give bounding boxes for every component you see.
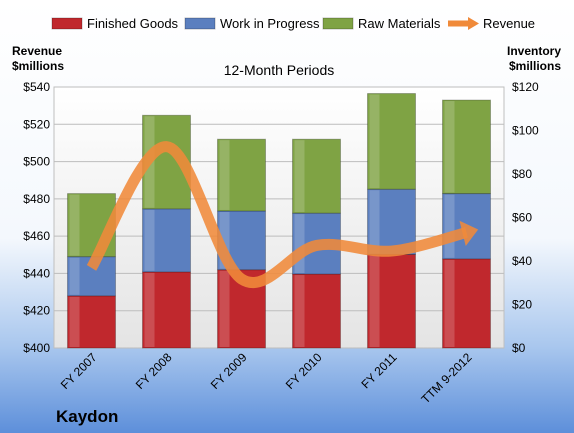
left-tick-label: $420 — [23, 304, 50, 318]
right-tick-label: $120 — [512, 80, 539, 94]
legend-swatch-work-in-progress — [184, 17, 216, 30]
bar-highlight — [444, 101, 455, 193]
plot-area — [53, 86, 505, 349]
company-name: Kaydon — [56, 407, 118, 426]
bar-highlight — [294, 140, 305, 213]
bar-raw-materials — [442, 99, 491, 195]
left-tick-label: $500 — [23, 155, 50, 169]
legend: Finished Goods Work in Progress Raw Materi… — [51, 16, 535, 31]
legend-label-work-in-progress: Work in Progress — [220, 16, 320, 31]
bar-work-in-progress — [217, 210, 266, 271]
bar-highlight — [294, 275, 305, 347]
left-axis-title-line2: $millions — [12, 59, 64, 73]
bar-raw-materials — [367, 93, 416, 190]
right-tick-label: $60 — [512, 211, 532, 225]
left-tick-label: $460 — [23, 229, 50, 243]
bar-raw-materials — [217, 138, 266, 212]
bar-highlight — [69, 194, 80, 256]
right-tick-label: $100 — [512, 124, 539, 138]
right-axis-ticks: $0 $20 $40 $60 $80 $100 $120 — [512, 80, 539, 355]
bar-highlight — [369, 94, 380, 189]
bar-finished-goods — [142, 271, 191, 349]
left-tick-label: $400 — [23, 341, 50, 355]
legend-swatch-raw-materials — [322, 17, 354, 30]
bars — [67, 93, 491, 349]
right-tick-label: $20 — [512, 298, 532, 312]
right-axis-title-line1: Inventory — [507, 44, 561, 58]
bar-finished-goods — [67, 295, 116, 349]
legend-swatch-finished-goods — [51, 17, 83, 30]
revenue-line — [86, 141, 468, 288]
legend-swatch-arrowhead — [468, 17, 479, 30]
revenue-line-group — [86, 141, 479, 288]
bar-highlight — [369, 255, 380, 347]
left-axis-title-line1: Revenue — [12, 44, 62, 58]
left-tick-label: $440 — [23, 266, 50, 280]
bar-highlight — [219, 211, 230, 269]
right-tick-label: $0 — [512, 341, 526, 355]
legend-label-finished-goods: Finished Goods — [87, 16, 179, 31]
left-tick-label: $480 — [23, 192, 50, 206]
bar-highlight — [294, 214, 305, 274]
legend-label-revenue: Revenue — [483, 16, 535, 31]
chart-subtitle: 12-Month Periods — [224, 62, 335, 78]
bar-highlight — [219, 140, 230, 210]
bar-highlight — [444, 194, 455, 258]
bar-finished-goods — [367, 253, 416, 349]
bar-highlight — [144, 209, 155, 271]
bar-finished-goods — [292, 273, 341, 349]
left-tick-label: $520 — [23, 117, 50, 131]
bar-highlight — [69, 296, 80, 347]
legend-label-raw-materials: Raw Materials — [358, 16, 441, 31]
bar-highlight — [69, 257, 80, 295]
left-axis-ticks: $400 $420 $440 $460 $480 $500 $520 $540 — [23, 80, 50, 355]
bar-highlight — [144, 272, 155, 347]
right-tick-label: $40 — [512, 254, 532, 268]
bar-raw-materials — [292, 138, 341, 214]
bar-highlight — [444, 259, 455, 347]
left-tick-label: $540 — [23, 80, 50, 94]
right-axis-title-line2: $millions — [509, 59, 561, 73]
bar-finished-goods — [442, 258, 491, 349]
bar-highlight — [219, 270, 230, 347]
bar-highlight — [369, 190, 380, 254]
right-tick-label: $80 — [512, 167, 532, 181]
revenue-line-arrowhead — [459, 220, 479, 246]
